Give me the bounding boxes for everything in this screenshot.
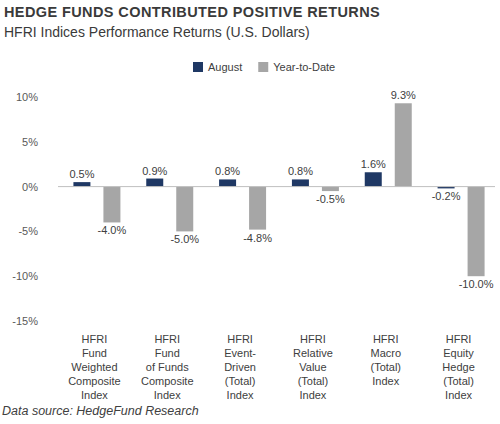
data-label: 0.8%: [215, 165, 240, 177]
legend-label: August: [208, 61, 242, 73]
category-line: Index: [154, 389, 181, 401]
category-label: HFRI Fund Weighted Composite Index: [68, 333, 121, 401]
category-line: HFRI: [373, 333, 399, 345]
data-label: -4.0%: [98, 224, 127, 236]
tick-label: 10%: [16, 91, 38, 103]
data-label: 0.8%: [288, 165, 313, 177]
category-label: HFRI Relative Value (Total) Index: [293, 333, 333, 401]
category-line: Index: [445, 389, 472, 401]
category-line: Value: [299, 361, 326, 373]
category-line: Relative: [293, 347, 333, 359]
data-label: 9.3%: [391, 89, 416, 101]
data-label: 1.6%: [361, 158, 386, 170]
legend-swatch: [193, 62, 203, 72]
bar: [395, 103, 412, 186]
bar: [73, 182, 90, 186]
category-line: (Total): [370, 361, 401, 373]
category-line: Event-: [224, 347, 256, 359]
category-line: of Funds: [146, 361, 189, 373]
category-line: Index: [81, 389, 108, 401]
tick-mark: [55, 321, 58, 322]
category-line: Composite: [141, 375, 194, 387]
tick-label: 5%: [22, 136, 38, 148]
title: HEDGE FUNDS CONTRIBUTED POSITIVE RETURNS: [4, 4, 380, 20]
bar: [219, 179, 236, 186]
data-labels: 0.5% 0.9% 0.8% 0.8% 1.6% -0.2% -4.0% -5.0% -4.8%…: [69, 89, 493, 290]
category-line: (Total): [225, 375, 256, 387]
tick-mark: [55, 141, 58, 142]
tick-mark: [55, 231, 58, 232]
tick-mark: [55, 97, 58, 98]
category-line: Macro: [370, 347, 401, 359]
tick-mark: [55, 276, 58, 277]
category-line: HFRI: [82, 333, 108, 345]
bar: [322, 187, 339, 191]
category-label: HFRI Fund of Funds Composite Index: [141, 333, 194, 401]
bar: [365, 172, 382, 186]
tick-label: -10%: [12, 270, 38, 282]
category-line: HFRI: [446, 333, 472, 345]
data-label: 0.5%: [69, 168, 94, 180]
bar: [292, 179, 309, 186]
category-line: HFRI: [227, 333, 253, 345]
chart: HEDGE FUNDS CONTRIBUTED POSITIVE RETURNS…: [0, 0, 500, 424]
bar: [176, 187, 193, 232]
category-line: Fund: [155, 347, 180, 359]
category-line: HFRI: [300, 333, 326, 345]
bar: [249, 187, 266, 230]
category-line: Index: [299, 389, 326, 401]
data-label: -4.8%: [243, 232, 272, 244]
source: Data source: HedgeFund Research: [2, 404, 199, 418]
category-label: HFRI Macro (Total) Index: [370, 333, 401, 387]
category-line: Fund: [82, 347, 107, 359]
category-line: (Total): [443, 375, 474, 387]
legend-swatch: [258, 62, 268, 72]
category-line: Index: [227, 389, 254, 401]
category-line: Driven: [224, 361, 256, 373]
bar: [468, 187, 485, 277]
category-label: HFRI Equity Hedge (Total) Index: [442, 333, 474, 401]
tick-label: -5%: [18, 225, 38, 237]
bar: [103, 187, 120, 223]
zero-line: [58, 186, 495, 187]
bar: [146, 179, 163, 187]
category-line: Composite: [68, 375, 121, 387]
tick-mark: [55, 186, 58, 187]
data-label: -0.5%: [316, 193, 345, 205]
category-line: Hedge: [442, 361, 474, 373]
tick-label: 0%: [22, 181, 38, 193]
subtitle: HFRI Indices Performance Returns (U.S. D…: [4, 24, 310, 40]
category-label: HFRI Event- Driven (Total) Index: [224, 333, 256, 401]
category-line: Index: [372, 375, 399, 387]
data-label: 0.9%: [142, 165, 167, 177]
category-line: Equity: [443, 347, 474, 359]
tick-label: -15%: [12, 315, 38, 327]
data-label: -10.0%: [459, 278, 494, 290]
data-label: -5.0%: [170, 233, 199, 245]
category-line: Weighted: [71, 361, 117, 373]
category-line: (Total): [298, 375, 329, 387]
bars: [73, 103, 484, 276]
data-label: -0.2%: [432, 190, 461, 202]
category-line: HFRI: [154, 333, 180, 345]
legend-label: Year-to-Date: [273, 61, 335, 73]
